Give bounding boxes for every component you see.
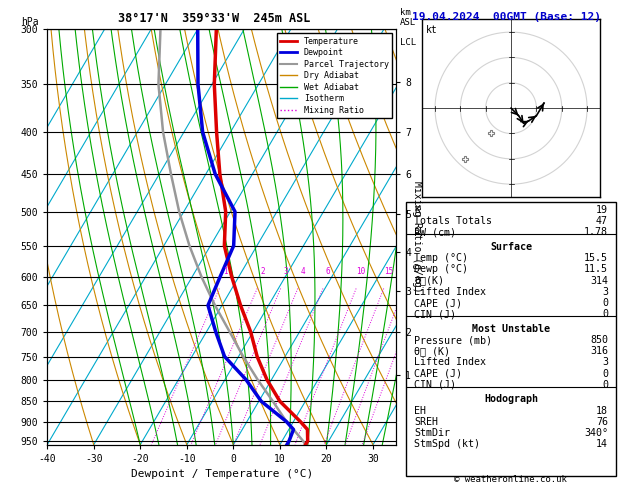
- Text: StmSpd (kt): StmSpd (kt): [414, 439, 480, 449]
- Text: θᴄ(K): θᴄ(K): [414, 276, 444, 286]
- Text: 3: 3: [602, 358, 608, 367]
- Text: Most Unstable: Most Unstable: [472, 324, 550, 334]
- Text: EH: EH: [414, 406, 426, 416]
- Text: θᴄ (K): θᴄ (K): [414, 346, 450, 356]
- Text: 2: 2: [260, 267, 265, 276]
- Text: 1: 1: [223, 267, 227, 276]
- Text: 3: 3: [602, 287, 608, 297]
- Text: 0: 0: [602, 309, 608, 319]
- Text: Surface: Surface: [490, 242, 532, 252]
- Text: CAPE (J): CAPE (J): [414, 298, 462, 308]
- Text: Dewp (°C): Dewp (°C): [414, 264, 468, 275]
- Text: 3: 3: [284, 267, 288, 276]
- Text: Temp (°C): Temp (°C): [414, 253, 468, 263]
- Text: 47: 47: [596, 216, 608, 226]
- Text: 1.78: 1.78: [584, 227, 608, 238]
- Text: 340°: 340°: [584, 428, 608, 438]
- Text: Lifted Index: Lifted Index: [414, 287, 486, 297]
- Text: StmDir: StmDir: [414, 428, 450, 438]
- Text: 316: 316: [590, 346, 608, 356]
- Text: CIN (J): CIN (J): [414, 380, 456, 390]
- Text: hPa: hPa: [21, 17, 38, 27]
- Text: Hodograph: Hodograph: [484, 395, 538, 404]
- Text: PW (cm): PW (cm): [414, 227, 456, 238]
- Text: 14: 14: [596, 439, 608, 449]
- Text: 850: 850: [590, 335, 608, 345]
- Text: 0: 0: [602, 298, 608, 308]
- Text: Lifted Index: Lifted Index: [414, 358, 486, 367]
- Text: 4: 4: [301, 267, 306, 276]
- Text: Pressure (mb): Pressure (mb): [414, 335, 492, 345]
- Text: CAPE (J): CAPE (J): [414, 369, 462, 379]
- Text: SREH: SREH: [414, 417, 438, 427]
- Text: LCL: LCL: [400, 38, 416, 47]
- Text: K: K: [414, 205, 420, 215]
- Text: © weatheronline.co.uk: © weatheronline.co.uk: [454, 474, 567, 484]
- Text: 18: 18: [596, 406, 608, 416]
- Text: 76: 76: [596, 417, 608, 427]
- Text: 19: 19: [596, 205, 608, 215]
- Text: Totals Totals: Totals Totals: [414, 216, 492, 226]
- Text: 11.5: 11.5: [584, 264, 608, 275]
- Text: 15: 15: [384, 267, 393, 276]
- Text: 0: 0: [602, 380, 608, 390]
- Y-axis label: Mixing Ratio (g/kg): Mixing Ratio (g/kg): [412, 181, 422, 293]
- Text: 10: 10: [357, 267, 366, 276]
- Text: CIN (J): CIN (J): [414, 309, 456, 319]
- Text: 19.04.2024  00GMT (Base: 12): 19.04.2024 00GMT (Base: 12): [412, 12, 601, 22]
- Text: 38°17'N  359°33'W  245m ASL: 38°17'N 359°33'W 245m ASL: [118, 12, 310, 25]
- Text: 6: 6: [326, 267, 330, 276]
- Text: 15.5: 15.5: [584, 253, 608, 263]
- X-axis label: Dewpoint / Temperature (°C): Dewpoint / Temperature (°C): [131, 469, 313, 479]
- Text: kt: kt: [426, 25, 438, 35]
- Text: 314: 314: [590, 276, 608, 286]
- Text: km
ASL: km ASL: [400, 8, 416, 27]
- Text: 0: 0: [602, 369, 608, 379]
- Legend: Temperature, Dewpoint, Parcel Trajectory, Dry Adiabat, Wet Adiabat, Isotherm, Mi: Temperature, Dewpoint, Parcel Trajectory…: [277, 34, 392, 118]
